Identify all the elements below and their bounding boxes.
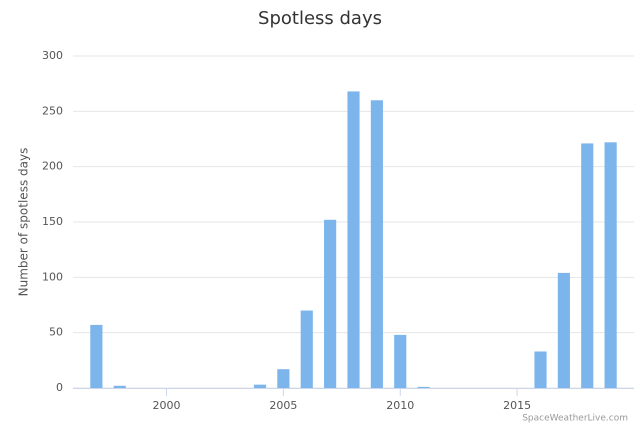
bar [324,219,337,388]
y-tick-label: 50 [49,326,63,339]
y-tick-label: 200 [42,160,63,173]
bar [557,272,570,388]
y-tick-label: 0 [56,381,63,394]
y-tick-label: 100 [42,270,63,283]
bar [300,310,313,388]
y-tick-label: 150 [42,215,63,228]
bar [534,351,547,388]
y-axis-title: Number of spotless days [17,148,31,297]
bar [90,324,103,388]
y-tick-label: 250 [42,104,63,117]
bar [113,385,126,388]
x-tick-label: 2010 [386,399,414,412]
chart-title: Spotless days [258,8,382,29]
bar [253,384,267,388]
x-tick-label: 2015 [503,399,531,412]
bar [394,334,407,388]
bar [277,369,290,388]
bar [370,100,383,389]
bar [604,142,617,388]
y-tick-label: 300 [42,49,63,62]
bar [417,386,430,388]
bar [581,143,594,388]
credit: SpaceWeatherLive.com [522,414,628,424]
x-tick-label: 2000 [153,399,181,412]
x-tick-label: 2005 [269,399,297,412]
bar [347,91,360,388]
